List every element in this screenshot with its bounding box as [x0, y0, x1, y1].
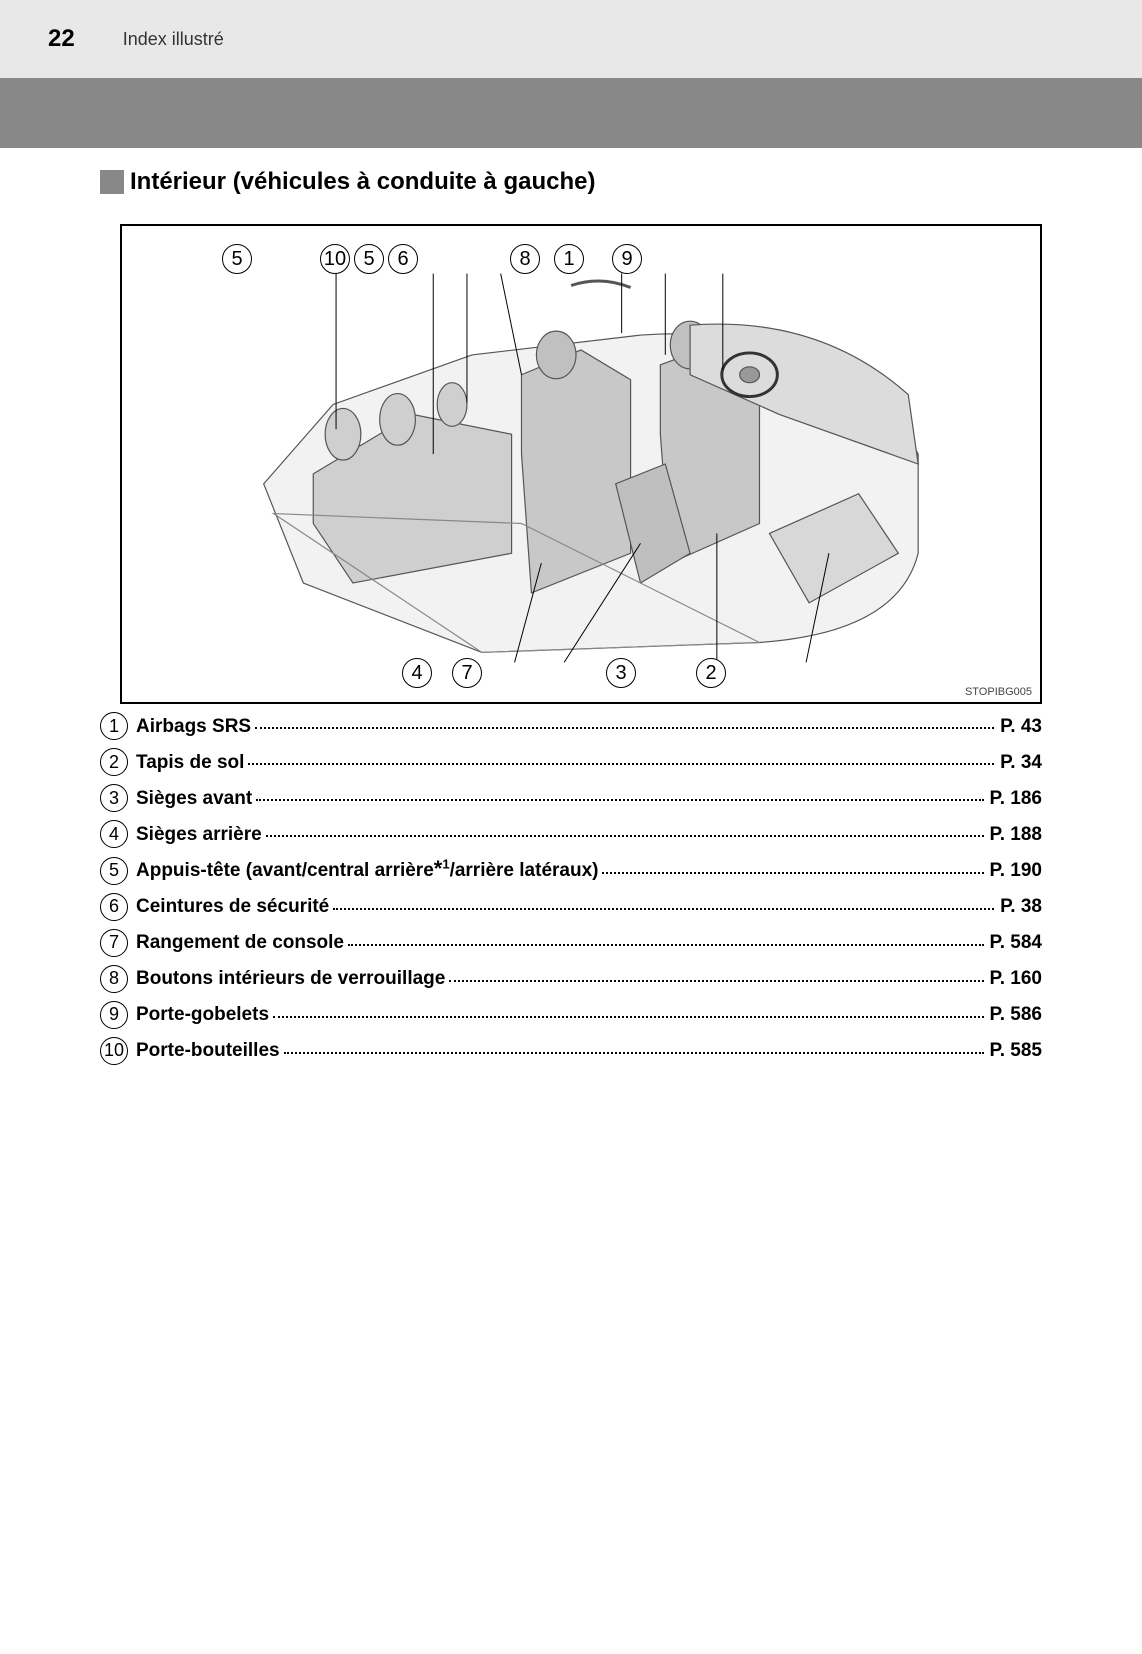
callout-circle: 4 — [402, 658, 432, 688]
item-number-circle: 9 — [100, 1001, 128, 1029]
item-label: Rangement de console — [136, 932, 344, 954]
leader-dots — [449, 980, 983, 982]
item-page: P. 584 — [990, 932, 1042, 954]
page-number: 22 — [48, 25, 75, 53]
item-page: P. 43 — [1000, 716, 1042, 738]
list-row: 9 Porte-gobelets P. 586 — [100, 1001, 1042, 1029]
item-label: Ceintures de sécurité — [136, 896, 329, 918]
item-page: P. 38 — [1000, 896, 1042, 918]
title-marker-icon — [100, 170, 124, 194]
list-row: 8 Boutons intérieurs de verrouillage P. 16… — [100, 965, 1042, 993]
item-number-circle: 8 — [100, 965, 128, 993]
item-number-circle: 4 — [100, 820, 128, 848]
index-list: 1 Airbags SRS P. 43 2 Tapis de sol P. 34 3 Sièg… — [100, 712, 1042, 1065]
item-page: P. 585 — [990, 1040, 1042, 1062]
list-row: 1 Airbags SRS P. 43 — [100, 712, 1042, 740]
list-row: 7 Rangement de console P. 584 — [100, 929, 1042, 957]
image-code: STOPIBG005 — [965, 686, 1032, 698]
list-row: 2 Tapis de sol P. 34 — [100, 748, 1042, 776]
item-number-circle: 2 — [100, 748, 128, 776]
list-row: 10 Porte-bouteilles P. 585 — [100, 1037, 1042, 1065]
leader-dots — [248, 763, 994, 765]
item-page: P. 190 — [990, 860, 1042, 882]
list-row: 4 Sièges arrière P. 188 — [100, 820, 1042, 848]
leader-dots — [273, 1016, 983, 1018]
item-page: P. 188 — [990, 824, 1042, 846]
item-number-circle: 1 — [100, 712, 128, 740]
list-row: 6 Ceintures de sécurité P. 38 — [100, 893, 1042, 921]
item-label: Airbags SRS — [136, 716, 251, 738]
item-label: Sièges avant — [136, 788, 252, 810]
list-row: 3 Sièges avant P. 186 — [100, 784, 1042, 812]
interior-diagram: 51056819 4732 STOPIBG005 — [120, 224, 1042, 704]
leader-dots — [284, 1052, 984, 1054]
callout-circle: 5 — [354, 244, 384, 274]
list-row: 5 Appuis-tête (avant/central arrière*1/ar… — [100, 856, 1042, 885]
item-number-circle: 5 — [100, 857, 128, 885]
car-interior-svg — [122, 226, 1040, 702]
item-page: P. 186 — [990, 788, 1042, 810]
leader-dots — [348, 944, 984, 946]
item-page: P. 586 — [990, 1004, 1042, 1026]
page-title: Intérieur (véhicules à conduite à gauche… — [130, 168, 595, 196]
callout-circle: 10 — [320, 244, 350, 274]
item-number-circle: 3 — [100, 784, 128, 812]
item-label: Appuis-tête (avant/central arrière*1/arr… — [136, 856, 598, 882]
item-label: Sièges arrière — [136, 824, 262, 846]
callout-circle: 8 — [510, 244, 540, 274]
leader-dots — [602, 872, 983, 874]
item-label: Porte-gobelets — [136, 1004, 269, 1026]
item-page: P. 34 — [1000, 752, 1042, 774]
leader-dots — [333, 908, 994, 910]
callout-circle: 2 — [696, 658, 726, 688]
callout-circle: 7 — [452, 658, 482, 688]
item-label: Tapis de sol — [136, 752, 244, 774]
item-number-circle: 6 — [100, 893, 128, 921]
item-number-circle: 7 — [100, 929, 128, 957]
leader-dots — [266, 835, 984, 837]
item-page: P. 160 — [990, 968, 1042, 990]
leader-dots — [256, 799, 983, 801]
item-label: Boutons intérieurs de verrouillage — [136, 968, 445, 990]
callout-circle: 1 — [554, 244, 584, 274]
leader-dots — [255, 727, 994, 729]
section-title: Index illustré — [123, 29, 224, 50]
title-row: Intérieur (véhicules à conduite à gauche… — [100, 168, 1042, 196]
main-content: Intérieur (véhicules à conduite à gauche… — [0, 148, 1142, 1065]
banner-stripe — [0, 78, 1142, 148]
callout-circle: 5 — [222, 244, 252, 274]
callout-circle: 9 — [612, 244, 642, 274]
item-label: Porte-bouteilles — [136, 1040, 280, 1062]
callout-circle: 6 — [388, 244, 418, 274]
item-number-circle: 10 — [100, 1037, 128, 1065]
callout-circle: 3 — [606, 658, 636, 688]
page-header: 22 Index illustré — [0, 0, 1142, 78]
